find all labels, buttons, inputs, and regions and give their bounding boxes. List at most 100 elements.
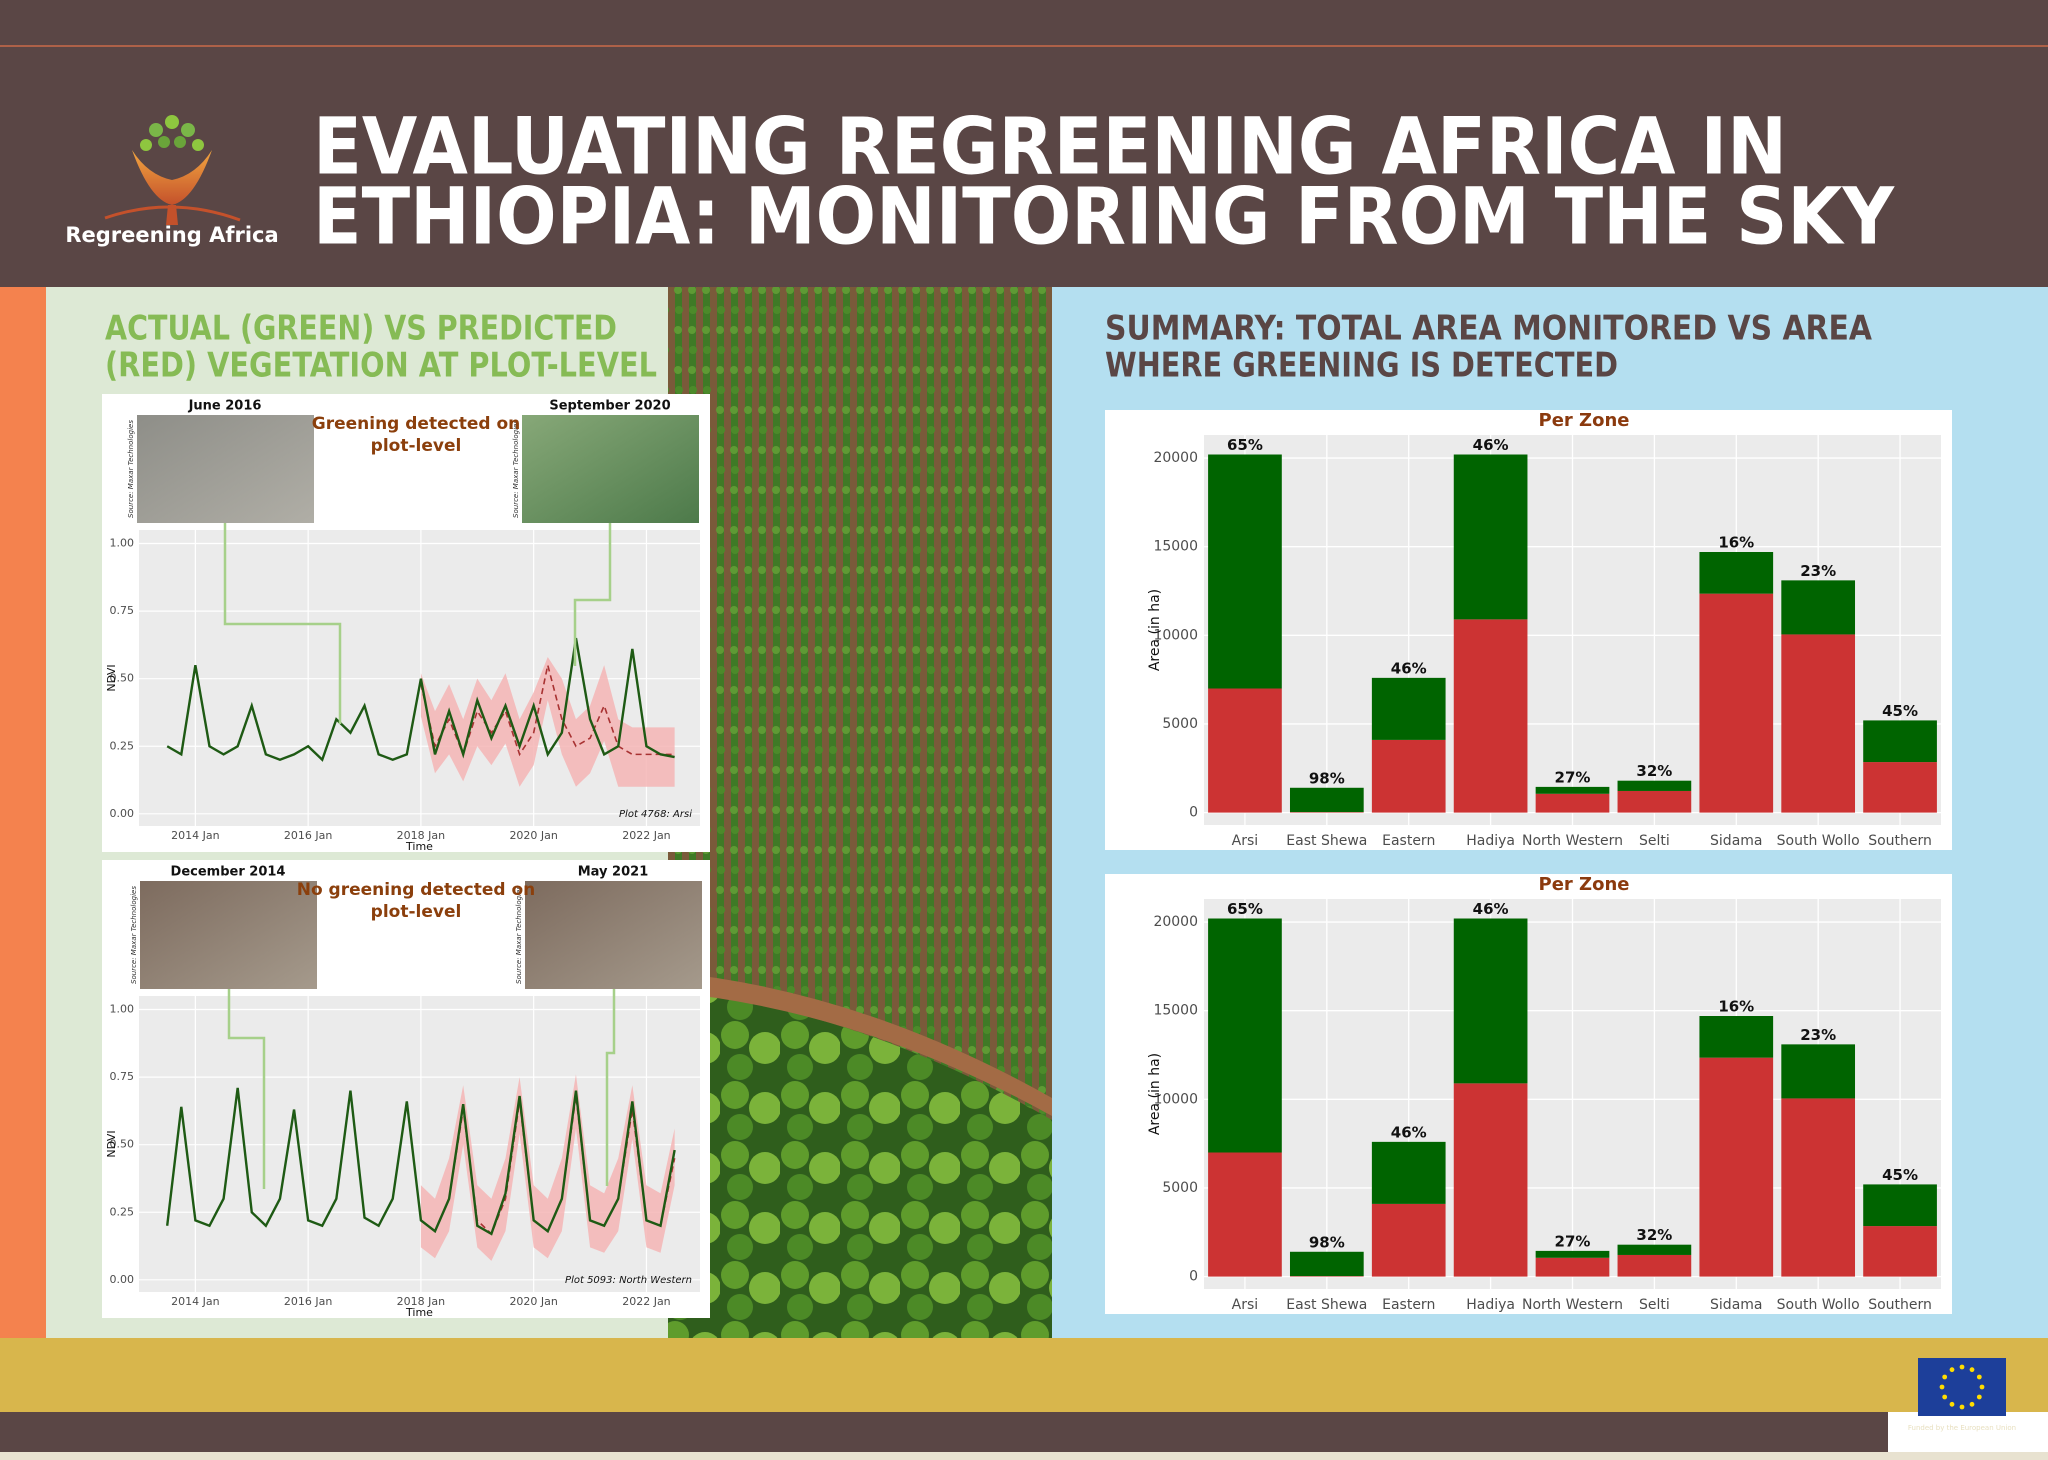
- bar-segment: [1289, 1251, 1364, 1277]
- plot-background: [139, 530, 700, 826]
- x-tick-label: Eastern: [1382, 833, 1435, 849]
- eu-star: [1969, 1401, 1975, 1407]
- x-tick-label: Arsi: [1232, 833, 1259, 849]
- y-tick-label: 0.25: [110, 739, 135, 752]
- bar-segment: [1781, 1098, 1856, 1277]
- x-tick-label: Arsi: [1232, 1297, 1259, 1313]
- percent-label: 46%: [1391, 659, 1427, 677]
- percent-label: 27%: [1555, 1232, 1591, 1250]
- bar-segment: [1371, 1141, 1446, 1204]
- plot-background: [139, 996, 700, 1292]
- x-tick-label: Hadiya: [1466, 1297, 1515, 1313]
- bar-segment: [1535, 1250, 1610, 1258]
- logo: [104, 115, 241, 225]
- y-tick-label: 15000: [1153, 1003, 1198, 1019]
- x-tick-label: 2020 Jan: [509, 1295, 557, 1308]
- y-tick-label: 0.00: [110, 807, 135, 820]
- bar-segment: [1535, 1257, 1610, 1277]
- x-tick-label: 2022 Jan: [622, 1295, 670, 1308]
- x-tick-label: 2018 Jan: [397, 829, 445, 842]
- connector: [605, 989, 616, 1186]
- x-tick-label: East Shewa: [1286, 1297, 1367, 1313]
- percent-label: 46%: [1391, 1123, 1427, 1141]
- percent-label: 45%: [1882, 1166, 1918, 1184]
- x-axis-label: Time: [405, 1306, 433, 1319]
- finding-text: No greening detected on: [297, 880, 536, 900]
- x-tick-label: South Wollo: [1777, 833, 1860, 849]
- y-tick-label: 1.00: [110, 1003, 135, 1016]
- y-tick-label: 10000: [1153, 627, 1198, 643]
- bar-segment: [1699, 552, 1774, 594]
- image-date: May 2021: [578, 865, 649, 880]
- y-tick-label: 0.00: [110, 1273, 135, 1286]
- bar-segment: [1535, 793, 1610, 813]
- x-tick-label: 2020 Jan: [509, 829, 557, 842]
- percent-label: 27%: [1555, 768, 1591, 786]
- y-tick-label: 0: [1189, 805, 1198, 821]
- y-axis-label: Area (in ha): [1147, 1053, 1163, 1135]
- eu-star: [1949, 1367, 1955, 1373]
- section-title: WHERE GREENING IS DETECTED: [1105, 346, 1618, 386]
- x-tick-label: 2014 Jan: [171, 829, 219, 842]
- eu-star: [1942, 1394, 1948, 1400]
- percent-label: 32%: [1636, 762, 1672, 780]
- y-tick-label: 5000: [1162, 1180, 1198, 1196]
- x-axis-label: Time: [405, 840, 433, 853]
- bar-segment: [1289, 1276, 1364, 1277]
- y-tick-label: 0.75: [110, 1070, 135, 1083]
- x-tick-label: Sidama: [1710, 1297, 1762, 1313]
- y-tick-label: 20000: [1153, 914, 1198, 930]
- x-tick-label: 2014 Jan: [171, 1295, 219, 1308]
- y-tick-label: 0.75: [110, 604, 135, 617]
- bar-segment: [1289, 787, 1364, 813]
- connector: [573, 523, 612, 666]
- percent-label: 16%: [1718, 534, 1754, 552]
- percent-label: 46%: [1473, 900, 1509, 918]
- x-tick-label: East Shewa: [1286, 833, 1367, 849]
- percent-label: 45%: [1882, 702, 1918, 720]
- x-tick-label: Selti: [1639, 833, 1670, 849]
- bar-segment: [1863, 720, 1937, 763]
- eu-label: Funded by the European Union: [1908, 1424, 2016, 1432]
- percent-label: 98%: [1309, 769, 1345, 787]
- eu-star: [1969, 1367, 1975, 1373]
- y-tick-label: 0.50: [110, 672, 135, 685]
- eu-star: [1949, 1401, 1955, 1407]
- footer-band: [0, 1338, 2048, 1412]
- finding-text: plot-level: [371, 902, 462, 922]
- eu-star: [1959, 1364, 1965, 1370]
- bar-segment: [1208, 1152, 1282, 1277]
- image-source: Source: Maxar Technologies: [130, 886, 138, 984]
- section-title: SUMMARY: TOTAL AREA MONITORED VS AREA: [1105, 309, 1873, 349]
- bar-segment: [1453, 1083, 1528, 1277]
- section-title: (RED) VEGETATION AT PLOT-LEVEL: [105, 346, 657, 386]
- percent-label: 23%: [1800, 1026, 1836, 1044]
- bar-segment: [1781, 1044, 1856, 1099]
- footer-bar: [0, 1412, 1888, 1452]
- x-tick-label: South Wollo: [1777, 1297, 1860, 1313]
- bar-segment: [1453, 619, 1528, 813]
- x-tick-label: Sidama: [1710, 833, 1762, 849]
- image-date: December 2014: [171, 865, 286, 880]
- bar-segment: [1863, 1226, 1937, 1277]
- x-tick-label: Southern: [1868, 1297, 1932, 1313]
- x-tick-label: Selti: [1639, 1297, 1670, 1313]
- eu-star: [1939, 1384, 1945, 1390]
- eu-star: [1976, 1394, 1982, 1400]
- y-tick-label: 20000: [1153, 450, 1198, 466]
- plot-annotation: Plot 5093: North Western: [565, 1275, 692, 1286]
- plot-annotation: Plot 4768: Arsi: [619, 809, 692, 820]
- bar-segment: [1617, 1244, 1692, 1255]
- image-source: Source: Maxar Technologies: [512, 420, 520, 518]
- y-tick-label: 15000: [1153, 539, 1198, 555]
- percent-label: 65%: [1227, 436, 1263, 454]
- bar-segment: [1617, 780, 1692, 791]
- eu-star: [1979, 1384, 1985, 1390]
- bar-segment: [1208, 918, 1282, 1153]
- header-bar: [0, 0, 2048, 287]
- title-line: ETHIOPIA: MONITORING FROM THE SKY: [313, 172, 1895, 262]
- y-axis-label: NDVI: [105, 664, 118, 691]
- y-axis-label: Area (in ha): [1147, 589, 1163, 671]
- bar-segment: [1699, 593, 1774, 813]
